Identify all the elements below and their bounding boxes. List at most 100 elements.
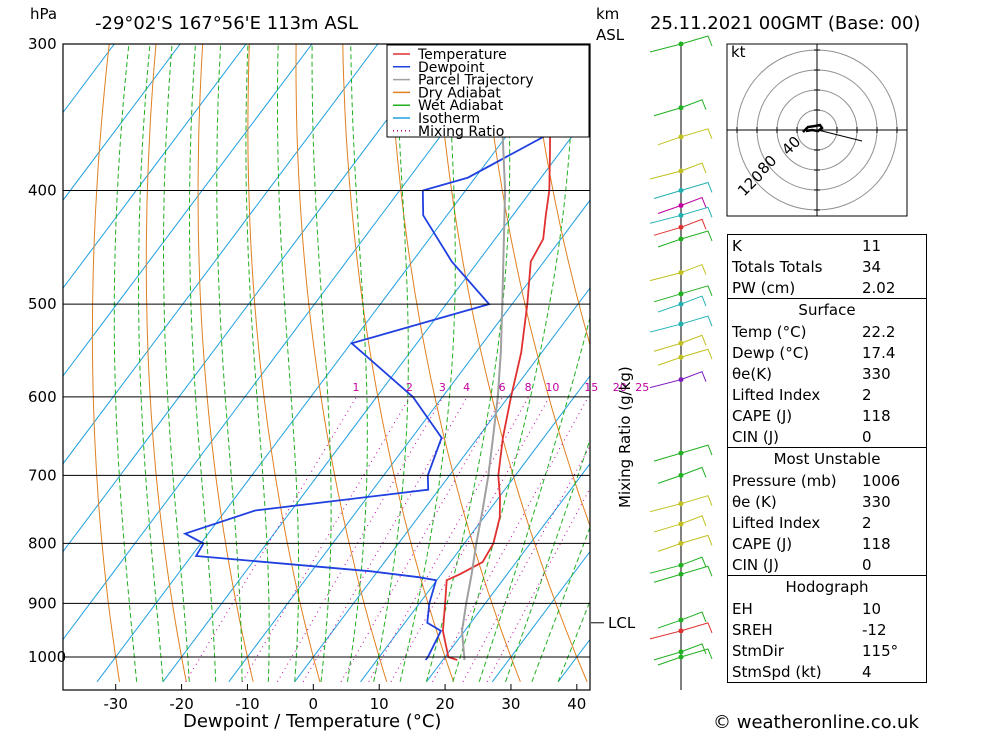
info-key: EH — [732, 599, 753, 618]
info-value: 330 — [862, 492, 891, 511]
info-key: Lifted Index — [732, 385, 821, 404]
pressure-tick-label: 1000 — [28, 648, 66, 666]
wind-barb — [649, 556, 707, 574]
most-unstable-title: Most Unstable — [773, 450, 881, 468]
wind-barb — [649, 495, 713, 513]
info-row: SREH -12 — [728, 619, 926, 640]
info-value: 10 — [862, 599, 882, 618]
legend-entry: Isotherm — [418, 111, 480, 127]
info-row: StmDir 115° — [728, 640, 926, 661]
pressure-tick-label: 500 — [28, 295, 57, 313]
info-value: 330 — [862, 364, 891, 383]
indices-box: K 11 Totals Totals 34 PW (cm) 2.02 — [727, 234, 927, 299]
wet-adiabat-line — [138, 44, 164, 682]
dry-adiabat-line — [950, 44, 1000, 682]
info-key: Totals Totals — [732, 257, 823, 276]
isotherm-line — [63, 44, 181, 202]
legend-entry: Temperature — [417, 47, 507, 63]
mixing-ratio-label: 20 — [613, 381, 627, 394]
pressure-tick-label: 700 — [28, 466, 57, 484]
dry-adiabat-line — [529, 44, 590, 347]
wind-barb — [653, 334, 707, 352]
dry-adiabat-line — [247, 44, 321, 682]
wind-barb — [653, 643, 707, 661]
wind-barb — [657, 466, 707, 484]
dewpoint-line — [182, 110, 590, 661]
pressure-tick-label: 800 — [28, 534, 57, 552]
mixing-ratio-label: 10 — [545, 381, 559, 394]
info-value: 11 — [862, 236, 882, 255]
info-row: StmSpd (kt) 4 — [728, 661, 926, 682]
dry-adiabat-line — [435, 44, 588, 683]
info-value: 1006 — [862, 471, 901, 490]
credit-text: © weatheronline.co.uk — [713, 712, 919, 733]
pressure-tick-label: 300 — [28, 35, 57, 53]
wind-barb — [653, 285, 713, 303]
wind-barb — [649, 315, 713, 333]
info-row: CIN (J) 0 — [728, 426, 926, 447]
x-axis-label: Dewpoint / Temperature (°C) — [183, 711, 441, 732]
info-row: Pressure (mb) 1006 — [728, 470, 926, 491]
km-unit-label: km — [596, 5, 619, 23]
info-value: 2.02 — [862, 278, 896, 297]
legend-entry: Dewpoint — [418, 60, 485, 76]
wind-barb — [653, 181, 713, 199]
isotherm-line — [294, 287, 590, 683]
info-key: PW (cm) — [732, 278, 796, 297]
wind-barb — [657, 196, 707, 214]
mixing-ratio-label: 3 — [439, 381, 446, 394]
wet-adiabat-line — [505, 438, 590, 682]
isotherm-line — [63, 44, 247, 289]
x-tick-label: 30 — [501, 695, 520, 713]
wind-barb — [653, 99, 707, 117]
dry-adiabat-line — [342, 44, 455, 682]
hodograph-trace — [802, 123, 824, 133]
isotherm-line — [63, 44, 445, 553]
mixing-ratio-line — [432, 396, 589, 683]
lcl-label: LCL — [608, 614, 636, 632]
dry-adiabat-line — [91, 44, 121, 682]
info-row: θe (K) 330 — [728, 491, 926, 512]
info-key: CIN (J) — [732, 427, 780, 446]
location-title: -29°02'S 167°56'E 113m ASL — [95, 13, 358, 34]
wet-adiabat-line — [163, 44, 190, 682]
info-row: K 11 — [728, 235, 926, 256]
info-row: Lifted Index 2 — [728, 384, 926, 405]
isotherm-line — [63, 44, 379, 465]
pressure-tick-label: 400 — [28, 181, 57, 199]
wet-adiabat-line — [245, 44, 270, 682]
mixing-ratio-label: 8 — [525, 381, 532, 394]
x-tick-label: -30 — [103, 695, 128, 713]
mixing-ratio-label: 25 — [635, 381, 649, 394]
mixing-ratio-label: 1 — [353, 381, 360, 394]
pressure-tick-label: 900 — [28, 594, 57, 612]
hodograph-title: Hodograph — [785, 578, 869, 596]
info-key: SREH — [732, 620, 773, 639]
isotherm-line — [63, 44, 313, 377]
info-row: Dewp (°C) 17.4 — [728, 342, 926, 363]
mixing-ratio-line — [241, 396, 411, 683]
most-unstable-box: Most Unstable Pressure (mb) 1006 θe (K) 330… — [727, 448, 927, 576]
wet-adiabat-line — [277, 44, 300, 682]
mixing-ratio-line — [276, 396, 444, 683]
temperature-line — [441, 44, 552, 661]
info-row: Temp (°C) 22.2 — [728, 321, 926, 342]
x-tick-label: 20 — [436, 695, 455, 713]
info-row: CAPE (J) 118 — [728, 533, 926, 554]
wet-adiabat-line — [189, 44, 217, 682]
wet-adiabat-line — [531, 525, 590, 682]
info-key: CAPE (J) — [732, 534, 793, 553]
wet-adiabat-line — [478, 315, 590, 682]
info-value: 0 — [862, 555, 872, 574]
mixing-ratio-axis-label: Mixing Ratio (g/kg) — [616, 366, 634, 508]
info-panel: K 11 Totals Totals 34 PW (cm) 2.02 Surface Te… — [727, 234, 927, 683]
wind-barb — [653, 444, 713, 462]
pressure-tick-label: 600 — [28, 388, 57, 406]
wet-adiabat-line — [346, 44, 368, 682]
isotherm-line — [228, 199, 590, 683]
isotherm-line — [162, 111, 590, 683]
wind-profile — [649, 35, 713, 690]
hodograph-unit: kt — [731, 43, 746, 61]
